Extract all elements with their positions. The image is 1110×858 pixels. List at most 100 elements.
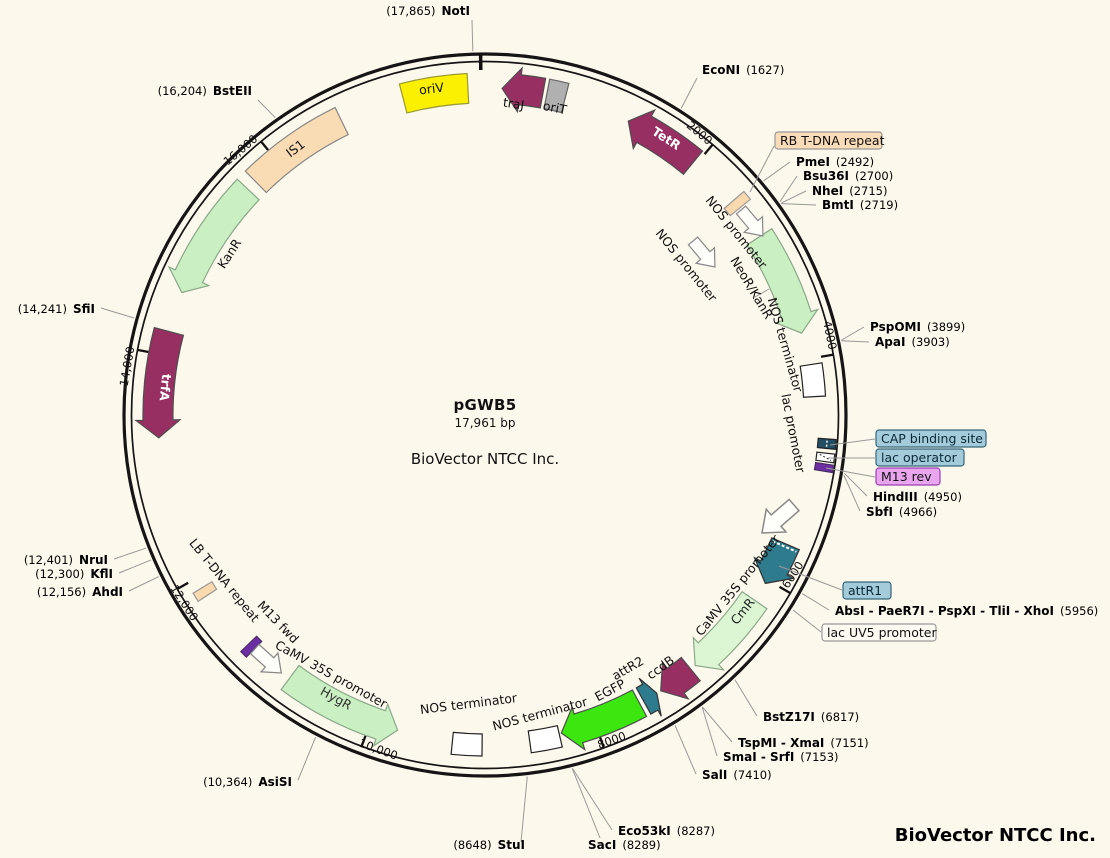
leader-line-HindIII (843, 472, 868, 497)
leader-line-Eco53kI (572, 768, 613, 831)
leader-line-AhdI (128, 576, 160, 592)
feature-EGFP (560, 689, 648, 751)
leader-line-SmaI - SrfI (701, 706, 718, 757)
leader-line-StuI (520, 776, 528, 843)
feature-label-traj-1: traJ (502, 94, 525, 112)
feature-label-oriv-0: oriV (418, 80, 445, 98)
site-label-KflI: (12,300) KflI (35, 567, 113, 581)
site-label-HindIII: HindIII (4950) (873, 490, 962, 504)
leader-line-TspMI - XmaI (702, 706, 733, 743)
feature-oriV (398, 72, 470, 114)
plasmid-backbone-outer-ring (122, 52, 848, 778)
scale-tick-10,000 (360, 734, 368, 747)
site-label-AhdI: (12,156) AhdI (37, 585, 123, 599)
leader-line-AsiSI (297, 737, 317, 781)
feature-label-orit-2: oriT (542, 98, 569, 117)
boxed-label-attR1: attR1 (848, 583, 882, 598)
feature-oriT (543, 78, 570, 114)
feature-RB-T-DNA-repeat (723, 190, 752, 217)
feature-M13-rev (813, 461, 835, 474)
leader-line-CAP-binding-site (829, 438, 876, 446)
scale-tick-label-14,000: 14,000 (117, 345, 138, 387)
scale-tick-label-4000: 4000 (820, 319, 840, 351)
site-label-BmtI: BmtI (2719) (822, 198, 898, 212)
site-label-SacI: SacI (8289) (588, 838, 661, 852)
boxed-label-bg-CAP-binding-site (875, 429, 987, 448)
leader-line-SbfI (843, 475, 861, 512)
site-label-NheI: NheI (2715) (812, 184, 887, 198)
feature-NOS-terminator-2 (527, 724, 564, 754)
leader-line-attR1 (778, 565, 843, 591)
feature-CmR (692, 590, 768, 671)
att-hatch-0 (772, 540, 797, 553)
feature-CAP-binding-site (816, 437, 837, 450)
feature-KanR (167, 178, 260, 294)
boxed-label-lac-operator: lac operator (881, 450, 958, 465)
leader-line-M13-rev (825, 467, 876, 478)
plasmid-name: pGWB5 (453, 396, 517, 414)
site-label-StuI: (8648) StuI (453, 838, 525, 852)
site-label-AbsI - PaeR7I - PspXI - TliI - XhoI: AbsI - PaeR7I - PspXI - TliI - XhoI (5956… (835, 604, 1098, 618)
boxed-label-lac-UV5-promoter: lac UV5 promoter (827, 625, 937, 640)
site-label-Bsu36I: Bsu36I (2700) (803, 169, 893, 183)
site-label-SfiI: (14,241) SfiI (18, 302, 95, 316)
site-label-TspMI - XmaI: TspMI - XmaI (7151) (738, 736, 869, 750)
leader-line-Bsu36I (779, 175, 798, 202)
scale-tick-4000 (820, 353, 834, 358)
camv-35s-promoter-arrow-right (761, 498, 801, 534)
site-label-NotI: (17,865) NotI (386, 4, 470, 18)
plasmid-title-block: pGWB5 17,961 bp BioVector NTCC Inc. (411, 396, 559, 468)
feature-NeoR-KanR (745, 227, 820, 334)
leader-line-BstZ17I (734, 679, 758, 717)
boxed-label-bg-RB-T-DNA-repeat (774, 131, 883, 150)
site-label-ApaI: ApaI (3903) (875, 335, 950, 349)
boxed-label-CAP-binding-site: CAP binding site (881, 431, 983, 446)
leader-line-NotI (471, 19, 474, 52)
feature-label-lac-promoter-8: lac promoter (778, 392, 808, 474)
nos-promoter-arrow-1 (735, 205, 764, 237)
scale-tick-6000 (778, 585, 791, 594)
boxed-label-bg-M13-rev (875, 467, 941, 486)
leader-line-SfiI (100, 307, 135, 319)
boxed-label-M13-rev: M13 rev (881, 469, 932, 484)
scale-tick-14,000 (137, 348, 151, 354)
leader-line-PspOMI (840, 326, 865, 341)
leader-line-SalI (674, 725, 697, 775)
leader-line-NheI (780, 190, 807, 204)
leader-line-KflI (118, 559, 152, 574)
feature-NOS-terminator-1 (799, 362, 827, 398)
leader-line-AbsI - PaeR7I - PspXI - TliI - XhoI (801, 593, 830, 611)
nos-promoter-arrow-2 (687, 236, 716, 268)
site-label-PspOMI: PspOMI (3899) (870, 320, 965, 334)
site-label-BstEII: (16,204) BstEII (158, 84, 252, 98)
leader-line-PmeI (763, 161, 791, 182)
att-hatch-1 (683, 657, 702, 679)
leader-line-SacI (571, 768, 601, 839)
site-label-SalI: SalI (7410) (702, 768, 772, 782)
plasmid-backbone-inner-ring (130, 60, 840, 770)
feature-label-nos-terminator-15: NOS terminator (419, 690, 518, 717)
boxed-label-bg-lac-operator (875, 448, 965, 467)
feature-trfA (134, 326, 185, 439)
leader-line-EcoNI (680, 77, 698, 109)
boxed-label-bg-attR1 (842, 581, 892, 600)
leader-line-BmtI (781, 203, 817, 206)
leader-line-NruI (113, 547, 147, 560)
feature-attR1 (753, 537, 801, 585)
scale-tick-8000 (598, 735, 605, 748)
camv-35s-promoter-arrow-left (249, 643, 283, 674)
feature-attR2 (635, 677, 662, 717)
leader-line-RB-T-DNA-repeat (749, 145, 775, 193)
scale-tick-12,000 (177, 581, 189, 590)
site-label-BstZ17I: BstZ17I (6817) (763, 710, 859, 724)
feature-M13-fwd (239, 635, 263, 658)
scale-tick-2000 (703, 144, 714, 155)
feature-label-trfa-20: trfA (157, 373, 175, 402)
site-label-NruI: (12,401) NruI (24, 553, 108, 567)
feature-LB-T-DNA-repeat (192, 580, 218, 603)
site-label-EcoNI: EcoNI (1627) (702, 63, 784, 77)
scale-tick-16,000 (260, 141, 270, 152)
plasmid-size: 17,961 bp (454, 416, 516, 430)
